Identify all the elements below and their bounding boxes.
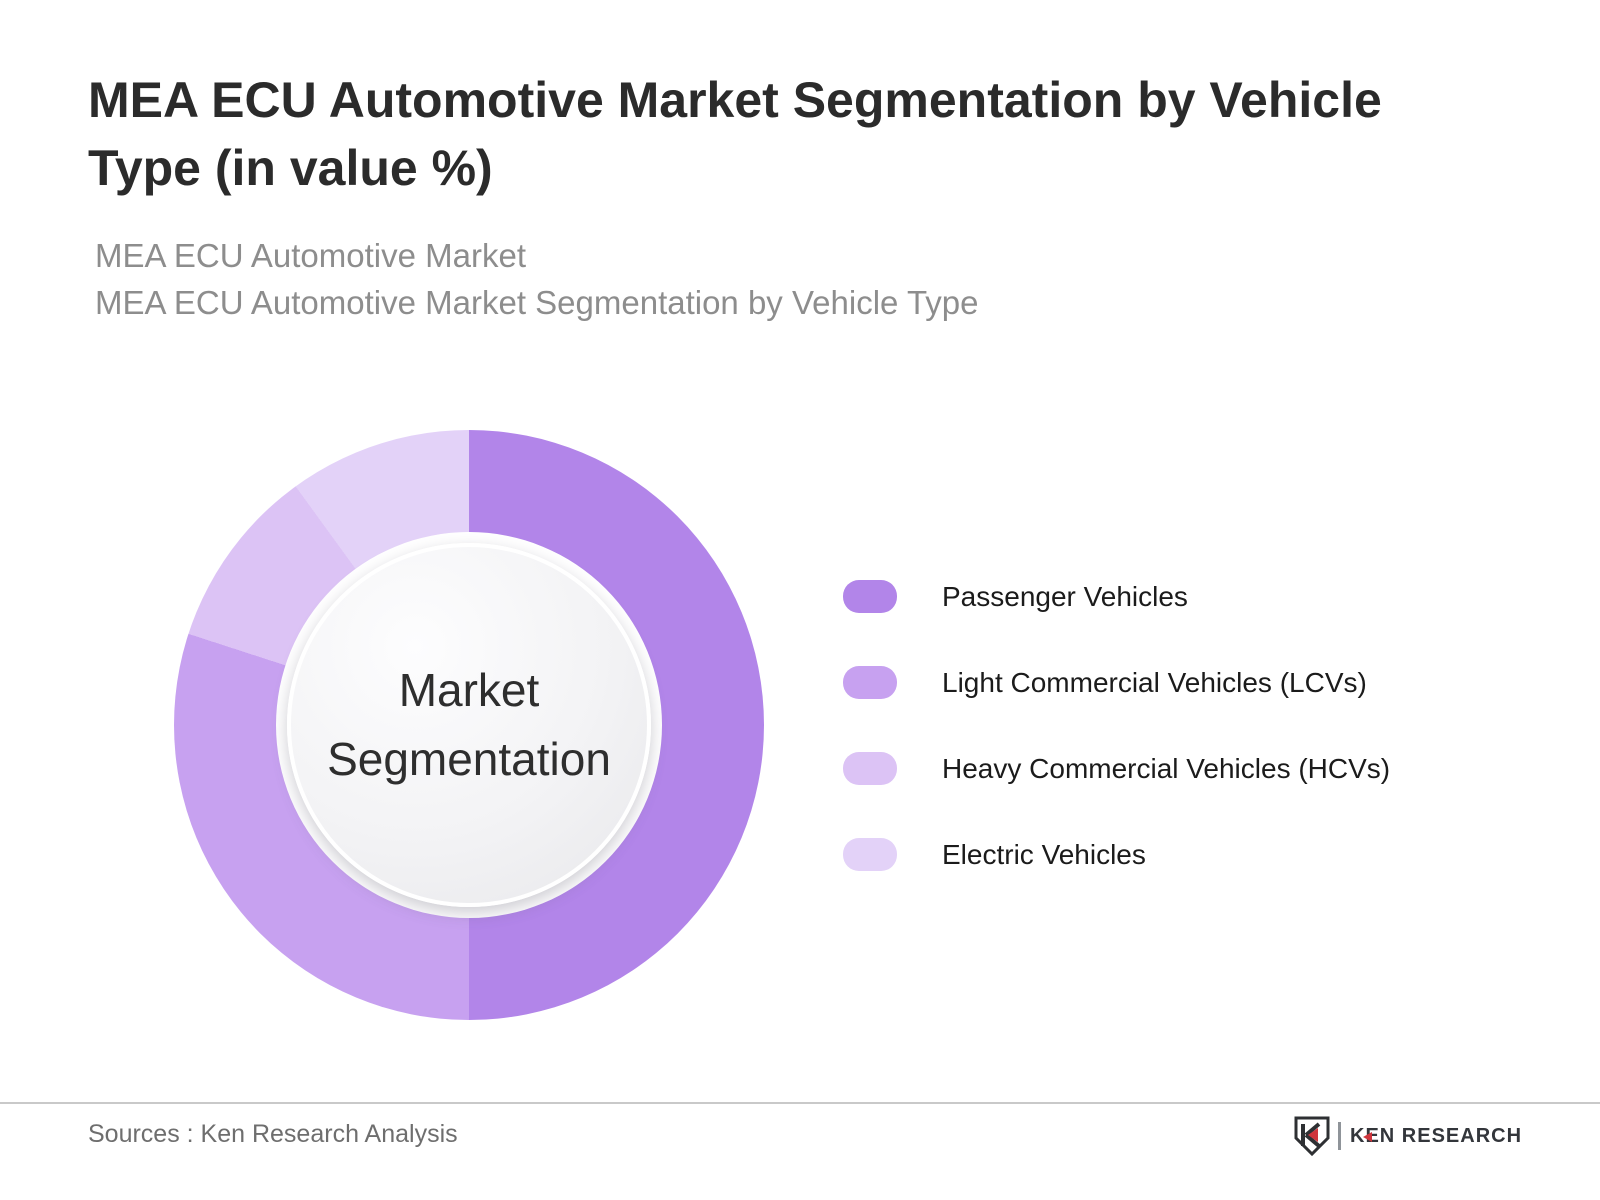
legend-item-electric-vehicles: Electric Vehicles <box>843 838 1390 871</box>
ken-research-shield-icon <box>1294 1116 1330 1156</box>
legend-swatch-passenger-vehicles <box>843 580 897 613</box>
legend-swatch-electric-vehicles <box>843 838 897 871</box>
footer-divider <box>0 1102 1600 1104</box>
subtitle-line-2: MEA ECU Automotive Market Segmentation b… <box>95 284 979 321</box>
page-title: MEA ECU Automotive Market Segmentation b… <box>88 72 1382 196</box>
legend-swatch-hcv <box>843 752 897 785</box>
logo-k-triangle-icon <box>1363 1132 1372 1142</box>
subtitle-line-1: MEA ECU Automotive Market <box>95 237 526 274</box>
legend-swatch-lcv <box>843 666 897 699</box>
donut-center-circle: Market Segmentation <box>287 543 651 907</box>
legend-item-lcv: Light Commercial Vehicles (LCVs) <box>843 666 1390 699</box>
chart-subtitle: MEA ECU Automotive Market MEA ECU Automo… <box>95 232 1395 326</box>
legend-item-hcv: Heavy Commercial Vehicles (HCVs) <box>843 752 1390 785</box>
donut-center-label: Market Segmentation <box>327 664 611 785</box>
legend-label-hcv: Heavy Commercial Vehicles (HCVs) <box>942 753 1391 784</box>
legend-label-lcv: Light Commercial Vehicles (LCVs) <box>942 667 1367 698</box>
sources-text: Sources : Ken Research Analysis <box>88 1120 458 1148</box>
logo-separator <box>1338 1122 1341 1150</box>
chart-legend: Passenger Vehicles Light Commercial Vehi… <box>843 580 1390 871</box>
legend-label-passenger-vehicles: Passenger Vehicles <box>942 581 1188 612</box>
logo-wordmark: KEN RESEARCH <box>1350 1125 1523 1147</box>
legend-label-electric-vehicles: Electric Vehicles <box>942 839 1146 870</box>
legend-item-passenger-vehicles: Passenger Vehicles <box>843 580 1390 613</box>
ken-research-logo: KEN RESEARCH <box>1293 1115 1522 1157</box>
donut-chart: Market Segmentation <box>174 430 764 1020</box>
